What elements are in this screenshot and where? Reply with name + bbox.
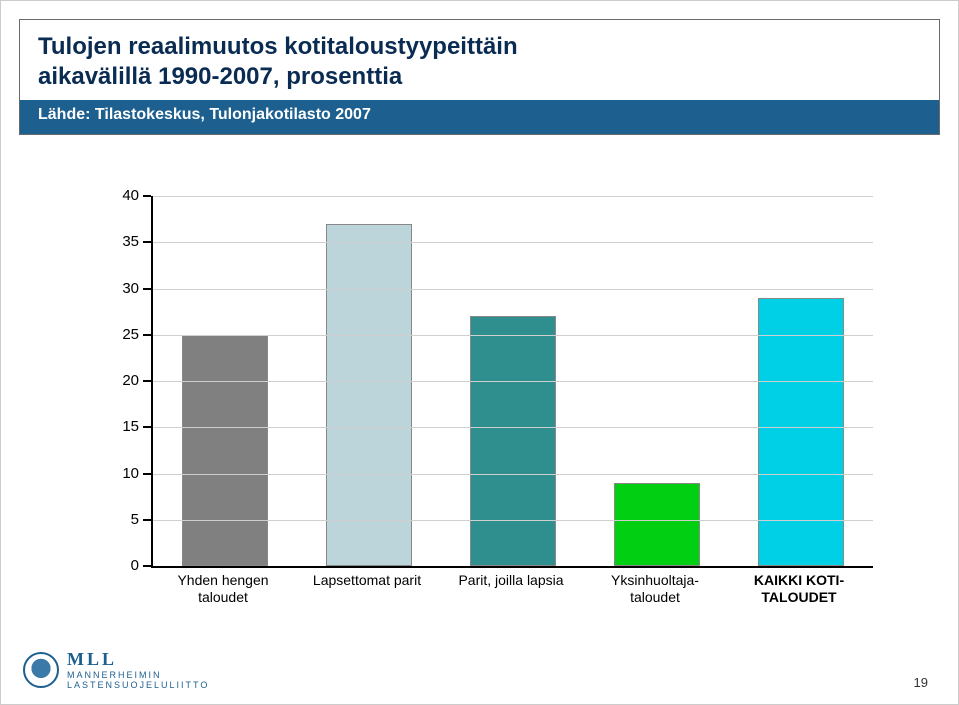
ytick [143, 380, 151, 382]
ytick-label: 30 [71, 280, 139, 297]
ytick [143, 426, 151, 428]
bar [182, 335, 268, 566]
xtick-label: Parit, joilla lapsia [441, 566, 581, 589]
ytick-label: 0 [71, 557, 139, 574]
logo-line2: MANNERHEIMIN [67, 670, 209, 680]
bar [326, 224, 412, 566]
logo-badge-icon [23, 652, 59, 688]
plot-area [151, 196, 873, 568]
header-box: Tulojen reaalimuutos kotitaloustyypeittä… [19, 19, 940, 135]
gridline [153, 427, 873, 428]
ytick-label: 40 [71, 187, 139, 204]
slide: Tulojen reaalimuutos kotitaloustyypeittä… [0, 0, 959, 705]
ytick [143, 334, 151, 336]
gridline [153, 520, 873, 521]
ytick-label: 25 [71, 326, 139, 343]
header-band: Lähde: Tilastokeskus, Tulonjakotilasto 2… [20, 100, 939, 134]
ytick-label: 5 [71, 511, 139, 528]
page-number: 19 [914, 675, 928, 690]
logo-text: MLL MANNERHEIMIN LASTENSUOJELULIITTO [67, 649, 209, 690]
header-title-area: Tulojen reaalimuutos kotitaloustyypeittä… [20, 20, 939, 100]
xtick-label: Lapsettomat parit [297, 566, 437, 589]
title-line-1: Tulojen reaalimuutos kotitaloustyypeittä… [38, 32, 921, 62]
ytick [143, 519, 151, 521]
gridline [153, 242, 873, 243]
ytick [143, 565, 151, 567]
ytick [143, 241, 151, 243]
source-text: Lähde: Tilastokeskus, Tulonjakotilasto 2… [38, 106, 921, 124]
ytick [143, 195, 151, 197]
gridline [153, 474, 873, 475]
gridline [153, 335, 873, 336]
chart: 0 5 10 15 20 25 30 35 40 Yhden hengentaloudetLaps… [71, 186, 891, 616]
gridline [153, 289, 873, 290]
gridline [153, 381, 873, 382]
ytick-label: 15 [71, 418, 139, 435]
footer: MLL MANNERHEIMIN LASTENSUOJELULIITTO 19 [23, 649, 936, 694]
ytick [143, 473, 151, 475]
title-line-2: aikavälillä 1990-2007, prosenttia [38, 62, 921, 92]
ytick-label: 35 [71, 233, 139, 250]
logo: MLL MANNERHEIMIN LASTENSUOJELULIITTO [23, 649, 936, 690]
bar [758, 298, 844, 566]
xtick-label: Yksinhuoltaja-taloudet [585, 566, 725, 606]
xtick-label: KAIKKI KOTI-TALOUDET [729, 566, 869, 606]
logo-line1: MLL [67, 649, 209, 670]
ytick-label: 10 [71, 465, 139, 482]
ytick-label: 20 [71, 372, 139, 389]
bar [614, 483, 700, 566]
gridline [153, 196, 873, 197]
xtick-label: Yhden hengentaloudet [153, 566, 293, 606]
logo-line3: LASTENSUOJELULIITTO [67, 680, 209, 690]
bar [470, 316, 556, 566]
ytick [143, 288, 151, 290]
